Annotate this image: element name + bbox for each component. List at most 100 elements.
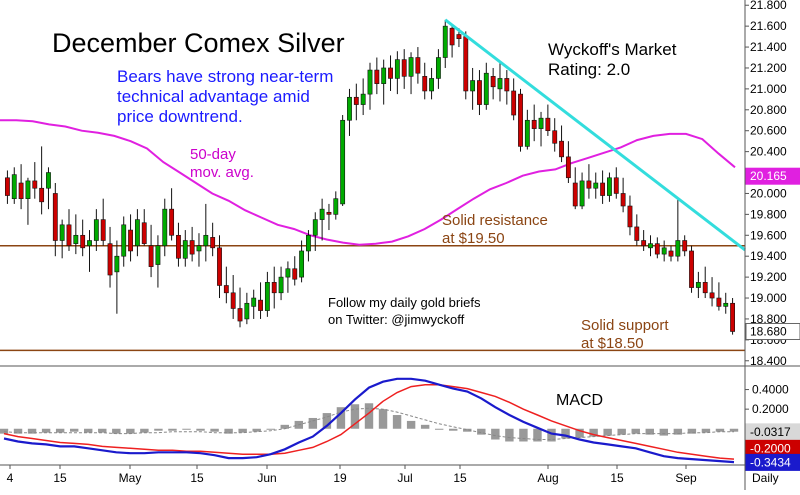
macd-histogram-bar <box>491 428 500 440</box>
candle-down <box>449 27 455 46</box>
macd-histogram-bar <box>449 428 458 431</box>
candle-down <box>189 240 195 255</box>
candle-up <box>251 297 257 307</box>
macd-histogram-bar <box>477 428 486 435</box>
ma-note-line-2: mov. avg. <box>190 164 254 181</box>
candle-down <box>4 177 10 196</box>
macd-signal-tag-label: -0.2000 <box>750 441 791 455</box>
price-tick-label: 18.400 <box>750 354 787 368</box>
macd-tick-label: 0.4000 <box>752 383 789 397</box>
candle-down <box>422 76 428 92</box>
price-tick-label: 21.800 <box>750 0 787 12</box>
axis-tags: 20.165 18.680 -0.0317 -0.2000-0.3434 <box>745 167 800 471</box>
candle-down <box>477 80 482 105</box>
candle-up <box>25 180 31 199</box>
macd-histogram-bar <box>701 428 711 433</box>
chart-title: December Comex Silver <box>52 28 345 58</box>
trendline-layer <box>444 18 746 252</box>
macd-histogram-bar <box>420 424 430 429</box>
candle-up <box>538 117 544 129</box>
candle-down <box>559 140 564 158</box>
candle-up <box>203 234 209 247</box>
macd-histogram-bar <box>308 417 318 429</box>
candle-up <box>114 255 120 273</box>
candle-up <box>73 234 79 244</box>
candle-down <box>689 250 694 288</box>
candle-down <box>627 205 633 228</box>
macd-histogram-bar <box>617 428 626 435</box>
candle-down <box>518 93 523 147</box>
time-tick-label: 15 <box>610 471 624 485</box>
time-tick-label: Jul <box>397 471 412 485</box>
candle-down <box>80 234 86 249</box>
candle-down <box>613 177 619 194</box>
macd-histogram-bar <box>364 403 374 429</box>
candle-up <box>264 282 270 311</box>
market-rating-line-2: Rating: 2.0 <box>548 60 630 79</box>
candle-down <box>18 182 24 199</box>
candle-down <box>169 208 175 236</box>
time-tick-label: 19 <box>333 471 347 485</box>
candle-up <box>46 172 51 189</box>
candle-up <box>319 208 325 220</box>
candle-down <box>66 224 72 247</box>
macd-histogram-bar <box>378 409 388 429</box>
macd-histogram-bar <box>645 428 654 435</box>
macd-histogram-bar <box>336 407 346 429</box>
candle-up <box>285 268 291 278</box>
macd-histogram-bar <box>322 413 332 429</box>
candle-up <box>607 177 612 196</box>
macd-histogram-bar <box>505 428 514 442</box>
time-tick-label: Aug <box>537 471 558 485</box>
macd-value-tag-label: -0.3434 <box>750 455 791 469</box>
candle-up <box>470 80 476 92</box>
candle-up <box>155 245 161 265</box>
candle-down <box>128 229 133 252</box>
candles-layer <box>4 19 736 335</box>
macd-histogram-bar <box>350 404 360 429</box>
candle-down <box>572 182 578 207</box>
candle-down <box>504 78 510 92</box>
macd-title: MACD <box>556 392 603 409</box>
macd-axis: 0.4000 0.2000 <box>745 383 789 430</box>
candle-up <box>347 96 352 121</box>
candle-down <box>716 297 722 307</box>
price-tick-label: 21.600 <box>750 19 787 33</box>
candle-up <box>196 245 202 252</box>
candle-down <box>52 193 58 241</box>
time-tick-label: 15 <box>190 471 204 485</box>
price-tick-label: 21.400 <box>750 40 787 54</box>
candle-up <box>497 78 503 90</box>
candle-up <box>121 224 127 257</box>
macd-histogram-bar <box>41 428 51 433</box>
candle-down <box>388 67 393 79</box>
candle-down <box>141 222 147 244</box>
price-tick-label: 20.600 <box>750 124 787 138</box>
candle-down <box>552 130 558 144</box>
price-panel <box>0 18 746 352</box>
macd-histogram-bar <box>631 428 640 434</box>
macd-histogram-bar <box>55 428 65 433</box>
price-axis: 21.800 21.600 21.400 21.200 21.000 20.800 20.6… <box>745 0 787 368</box>
candle-down <box>709 292 715 299</box>
candle-up <box>244 302 250 320</box>
candle-up <box>299 250 305 278</box>
candle-down <box>490 76 496 88</box>
macd-lines-layer <box>0 377 739 464</box>
bears-note-line-3: price downtrend. <box>117 107 243 126</box>
candle-down <box>326 211 332 215</box>
price-tick-label: 19.000 <box>750 291 787 305</box>
macd-histogram-bar <box>126 428 135 434</box>
candle-up <box>360 93 366 105</box>
macd-histogram-bar <box>715 428 725 432</box>
candle-up <box>394 59 400 79</box>
candle-down <box>230 292 236 309</box>
candle-down <box>210 237 216 249</box>
candle-down <box>531 119 537 129</box>
candle-up <box>134 219 140 247</box>
candle-up <box>524 119 530 147</box>
candle-down <box>730 302 736 332</box>
candle-down <box>32 180 38 189</box>
candle-down <box>223 285 229 294</box>
